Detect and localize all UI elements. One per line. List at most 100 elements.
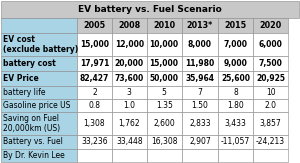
Bar: [253, 99, 288, 112]
Bar: [182, 99, 218, 112]
Text: 2,907: 2,907: [189, 137, 211, 146]
Bar: [1, 112, 77, 135]
Text: battery cost: battery cost: [3, 59, 56, 68]
Bar: [182, 56, 218, 71]
Text: 1,762: 1,762: [118, 119, 140, 128]
Text: 7,500: 7,500: [259, 59, 283, 68]
Text: 82,427: 82,427: [80, 74, 109, 83]
Bar: [112, 99, 147, 112]
Text: Saving on Fuel
20,000km (US): Saving on Fuel 20,000km (US): [3, 114, 60, 133]
Bar: [182, 86, 218, 99]
Bar: [77, 149, 112, 162]
Text: 10,000: 10,000: [150, 40, 179, 49]
Bar: [1, 71, 77, 86]
Text: 2,600: 2,600: [153, 119, 175, 128]
Bar: [253, 71, 288, 86]
Bar: [1, 135, 77, 149]
Bar: [182, 33, 218, 56]
Bar: [112, 149, 147, 162]
Bar: [147, 18, 182, 33]
Text: 17,971: 17,971: [80, 59, 109, 68]
Text: 33,448: 33,448: [116, 137, 142, 146]
Bar: [253, 56, 288, 71]
Text: 15,000: 15,000: [80, 40, 109, 49]
Bar: [253, 149, 288, 162]
Text: 20,925: 20,925: [256, 74, 285, 83]
Text: 3: 3: [127, 88, 132, 97]
Bar: [218, 99, 253, 112]
Bar: [253, 112, 288, 135]
Text: 5: 5: [162, 88, 167, 97]
Bar: [1, 56, 77, 71]
Text: 12,000: 12,000: [115, 40, 144, 49]
Text: 35,964: 35,964: [185, 74, 214, 83]
Text: 0.8: 0.8: [88, 101, 101, 110]
Text: 3,433: 3,433: [225, 119, 247, 128]
Bar: [112, 112, 147, 135]
Bar: [218, 33, 253, 56]
Text: Gasoline price US: Gasoline price US: [3, 101, 70, 110]
Bar: [112, 56, 147, 71]
Text: 1.50: 1.50: [191, 101, 208, 110]
Bar: [182, 112, 218, 135]
Bar: [147, 86, 182, 99]
Bar: [1, 1, 299, 18]
Text: 2008: 2008: [118, 21, 140, 30]
Bar: [1, 33, 77, 56]
Text: 20,000: 20,000: [115, 59, 144, 68]
Text: 33,236: 33,236: [81, 137, 108, 146]
Text: 8: 8: [233, 88, 238, 97]
Bar: [218, 135, 253, 149]
Bar: [147, 135, 182, 149]
Bar: [218, 56, 253, 71]
Text: 2015: 2015: [225, 21, 247, 30]
Text: -24,213: -24,213: [256, 137, 285, 146]
Text: EV Price: EV Price: [3, 74, 39, 83]
Text: 2013*: 2013*: [187, 21, 213, 30]
Bar: [77, 33, 112, 56]
Text: 73,600: 73,600: [115, 74, 144, 83]
Bar: [1, 99, 77, 112]
Bar: [77, 56, 112, 71]
Text: 3,857: 3,857: [260, 119, 281, 128]
Bar: [253, 86, 288, 99]
Text: 2: 2: [92, 88, 97, 97]
Bar: [182, 135, 218, 149]
Bar: [218, 71, 253, 86]
Bar: [77, 86, 112, 99]
Bar: [218, 149, 253, 162]
Bar: [253, 33, 288, 56]
Bar: [1, 149, 77, 162]
Bar: [147, 99, 182, 112]
Text: 11,980: 11,980: [185, 59, 214, 68]
Text: battery life: battery life: [3, 88, 46, 97]
Text: 2005: 2005: [83, 21, 106, 30]
Bar: [1, 86, 77, 99]
Bar: [77, 112, 112, 135]
Bar: [182, 149, 218, 162]
Text: 1.0: 1.0: [123, 101, 135, 110]
Text: 1,308: 1,308: [84, 119, 105, 128]
Bar: [112, 135, 147, 149]
Text: Battery vs. Fuel: Battery vs. Fuel: [3, 137, 63, 146]
Bar: [112, 33, 147, 56]
Bar: [253, 135, 288, 149]
Text: By Dr. Kevin Lee: By Dr. Kevin Lee: [3, 151, 65, 160]
Text: 15,000: 15,000: [150, 59, 179, 68]
Text: 1.35: 1.35: [156, 101, 172, 110]
Bar: [1, 18, 77, 33]
Bar: [218, 112, 253, 135]
Text: 10: 10: [266, 88, 275, 97]
Text: 8,000: 8,000: [188, 40, 212, 49]
Bar: [147, 112, 182, 135]
Text: 50,000: 50,000: [150, 74, 179, 83]
Text: 25,600: 25,600: [221, 74, 250, 83]
Text: -11,057: -11,057: [221, 137, 250, 146]
Text: 2.0: 2.0: [265, 101, 277, 110]
Text: 16,308: 16,308: [151, 137, 177, 146]
Bar: [77, 135, 112, 149]
Text: EV battery vs. Fuel Scenario: EV battery vs. Fuel Scenario: [78, 5, 222, 14]
Text: 2,833: 2,833: [189, 119, 211, 128]
Text: 2010: 2010: [153, 21, 175, 30]
Bar: [147, 33, 182, 56]
